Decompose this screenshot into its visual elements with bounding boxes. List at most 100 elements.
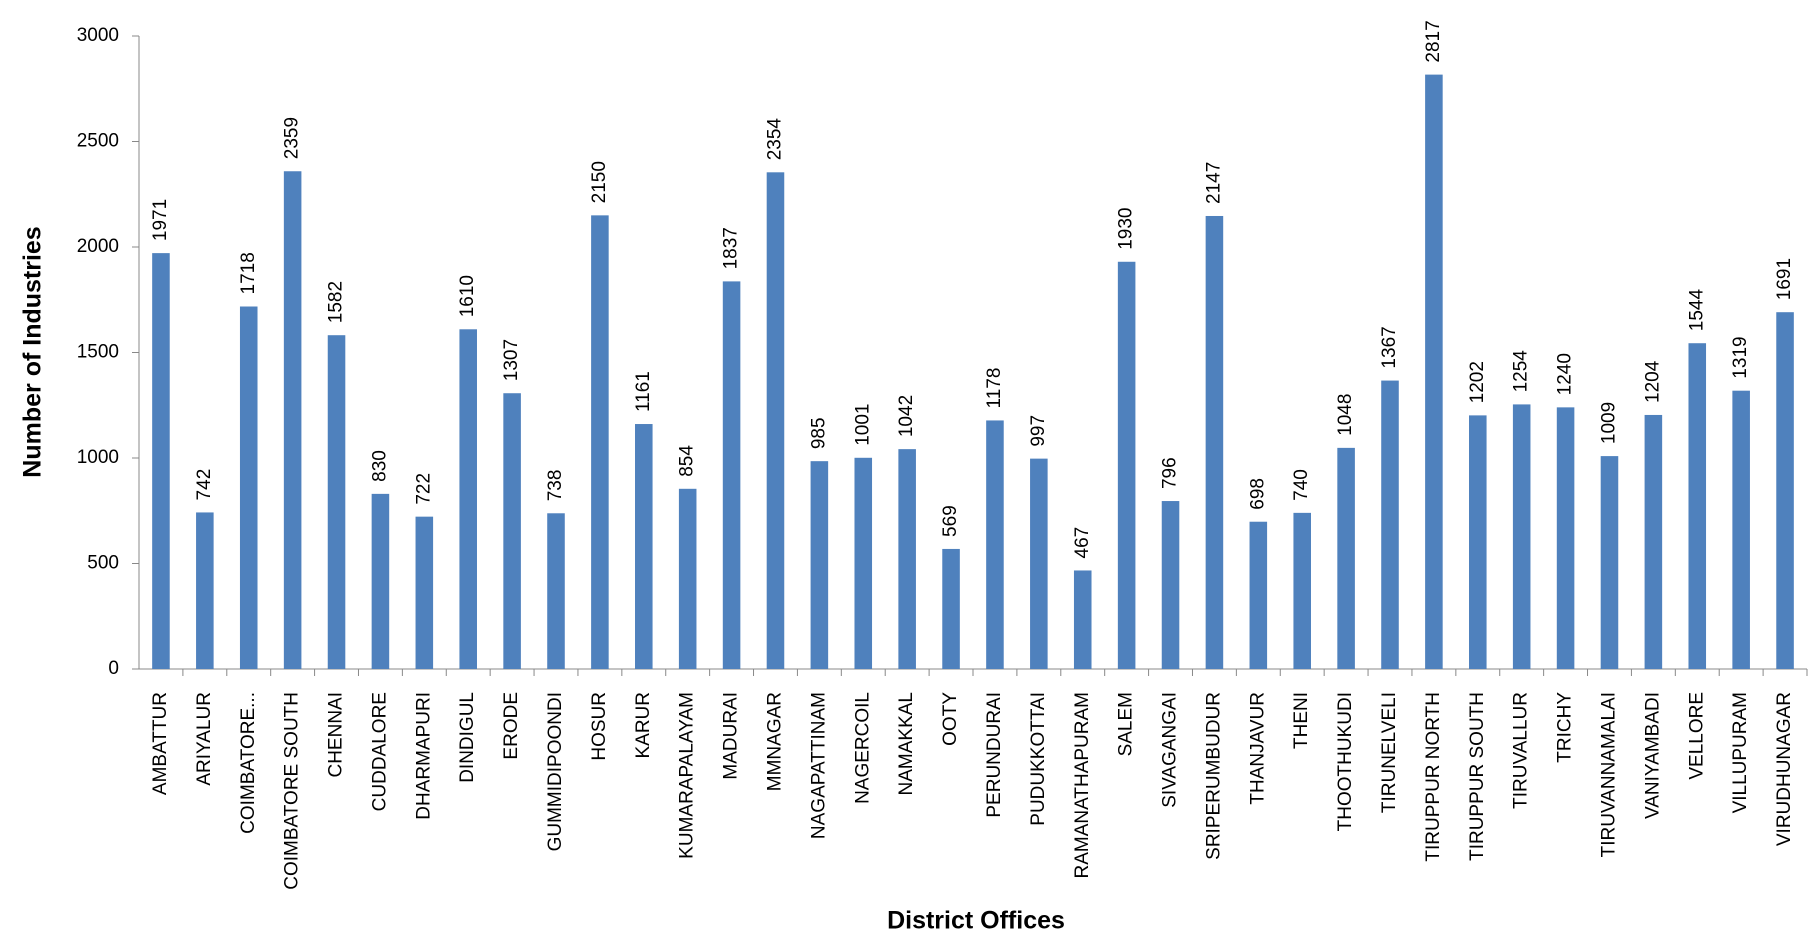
- x-tick-label: CUDDALORE: [369, 692, 390, 811]
- x-tick-label: PUDUKKOTTAI: [1028, 692, 1049, 826]
- data-label: 1971: [150, 199, 171, 241]
- data-label: 1009: [1598, 402, 1619, 444]
- data-label: 1161: [633, 371, 654, 412]
- x-tick-label: GUMMIDIPOONDI: [545, 692, 566, 851]
- bar: [1337, 447, 1355, 669]
- data-label: 569: [940, 505, 961, 537]
- x-tick-label: MADURAI: [721, 692, 742, 780]
- x-tick-label: COIMBATORE...: [238, 692, 259, 834]
- y-tick-label: 2000: [77, 236, 119, 257]
- x-tick-label: PERUNDURAI: [984, 692, 1005, 818]
- bar: [810, 461, 829, 669]
- y-tick-label: 0: [108, 658, 119, 679]
- x-tick-label: TIRUNELVELI: [1379, 692, 1400, 813]
- y-tick-label: 500: [87, 553, 119, 574]
- x-tick-label: AMBATTUR: [150, 692, 171, 795]
- data-label: 1610: [457, 275, 478, 317]
- y-tick-label: 1500: [77, 342, 119, 363]
- data-label: 997: [1028, 415, 1049, 447]
- bar: [1205, 215, 1224, 669]
- x-tick-label: KUMARAPALAYAM: [677, 692, 698, 859]
- x-tick-label: CHENNAI: [326, 692, 347, 778]
- data-label: 1254: [1511, 350, 1532, 393]
- bar: [239, 306, 258, 669]
- bar: [196, 512, 214, 669]
- bar: [1776, 312, 1794, 669]
- x-tick-label: THENI: [1291, 692, 1312, 749]
- x-tick-label: TIRUVALLUR: [1511, 692, 1532, 809]
- y-tick-label: 3000: [77, 25, 119, 46]
- data-label: 1048: [1335, 394, 1356, 436]
- x-tick-label: NAGERCOIL: [852, 692, 873, 804]
- bar: [1161, 501, 1180, 669]
- bar: [547, 513, 565, 669]
- x-tick-label: VELLORE: [1686, 692, 1707, 780]
- x-tick-label: THOOTHUKUDI: [1335, 692, 1356, 831]
- bar: [1732, 390, 1750, 669]
- bar: [415, 516, 434, 669]
- data-label: 2817: [1423, 20, 1444, 62]
- bar: [1556, 407, 1575, 669]
- x-tick-label: NAMAKKAL: [896, 692, 917, 795]
- data-label: 1001: [852, 404, 873, 446]
- x-tick-label: NAGAPATTINAM: [808, 692, 829, 839]
- x-tick-label: TRICHY: [1555, 692, 1576, 763]
- bar: [152, 253, 170, 669]
- bar: [327, 335, 346, 669]
- y-tick-label: 2500: [77, 131, 119, 152]
- data-label: 830: [369, 450, 390, 482]
- data-label: 1930: [1116, 207, 1137, 249]
- x-tick-label: TIRUPPUR SOUTH: [1467, 692, 1488, 861]
- x-tick-label: SALEM: [1116, 692, 1137, 756]
- bar: [854, 457, 873, 669]
- x-tick-label: THANJAVUR: [1247, 692, 1268, 805]
- data-label: 854: [677, 445, 698, 477]
- data-label: 1202: [1467, 361, 1488, 403]
- data-label: 1240: [1555, 353, 1576, 395]
- data-label: 1307: [501, 339, 522, 381]
- bar: [1512, 404, 1531, 669]
- y-axis-title: Number of Industries: [19, 226, 47, 477]
- data-label: 1544: [1686, 289, 1707, 332]
- data-label: 1178: [984, 368, 1005, 409]
- bar: [1381, 380, 1399, 669]
- bar: [1688, 343, 1707, 669]
- data-label: 2150: [589, 161, 610, 203]
- y-tick-label: 1000: [77, 447, 119, 468]
- bar: [1073, 570, 1092, 669]
- bar: [722, 281, 741, 669]
- data-label: 1367: [1379, 326, 1400, 368]
- bar: [942, 548, 960, 669]
- x-tick-label: HOSUR: [589, 692, 610, 761]
- x-tick-label: VILLUPURAM: [1730, 692, 1751, 813]
- data-label: 1837: [721, 227, 742, 269]
- data-label: 2359: [282, 117, 303, 159]
- bar: [1117, 261, 1136, 669]
- bar: [1600, 456, 1619, 669]
- bar: [635, 424, 653, 669]
- data-label: 796: [1160, 457, 1181, 489]
- x-tick-label: KARUR: [633, 692, 654, 759]
- x-tick-label: SRIPERUMBUDUR: [1203, 692, 1224, 860]
- bar: [283, 171, 302, 669]
- data-label: 1204: [1642, 360, 1663, 403]
- bar: [986, 420, 1004, 669]
- bar: [591, 215, 609, 669]
- data-label: 985: [808, 417, 829, 449]
- bar: [1030, 458, 1048, 669]
- bar: [1249, 521, 1268, 669]
- x-tick-label: SIVAGANGAI: [1160, 692, 1181, 808]
- data-label: 467: [1072, 527, 1093, 559]
- data-label: 2147: [1203, 162, 1224, 204]
- bar: [1644, 414, 1663, 669]
- data-label: 1718: [238, 252, 259, 294]
- x-tick-label: COIMBATORE SOUTH: [282, 692, 303, 890]
- x-tick-label: RAMANATHAPURAM: [1072, 692, 1093, 879]
- x-axis-title: District Offices: [887, 907, 1065, 935]
- bar: [1293, 512, 1311, 669]
- bar: [1425, 74, 1443, 670]
- x-tick-label: ARIYALUR: [194, 692, 215, 786]
- data-label: 740: [1291, 469, 1312, 501]
- x-tick-label: ERODE: [501, 692, 522, 760]
